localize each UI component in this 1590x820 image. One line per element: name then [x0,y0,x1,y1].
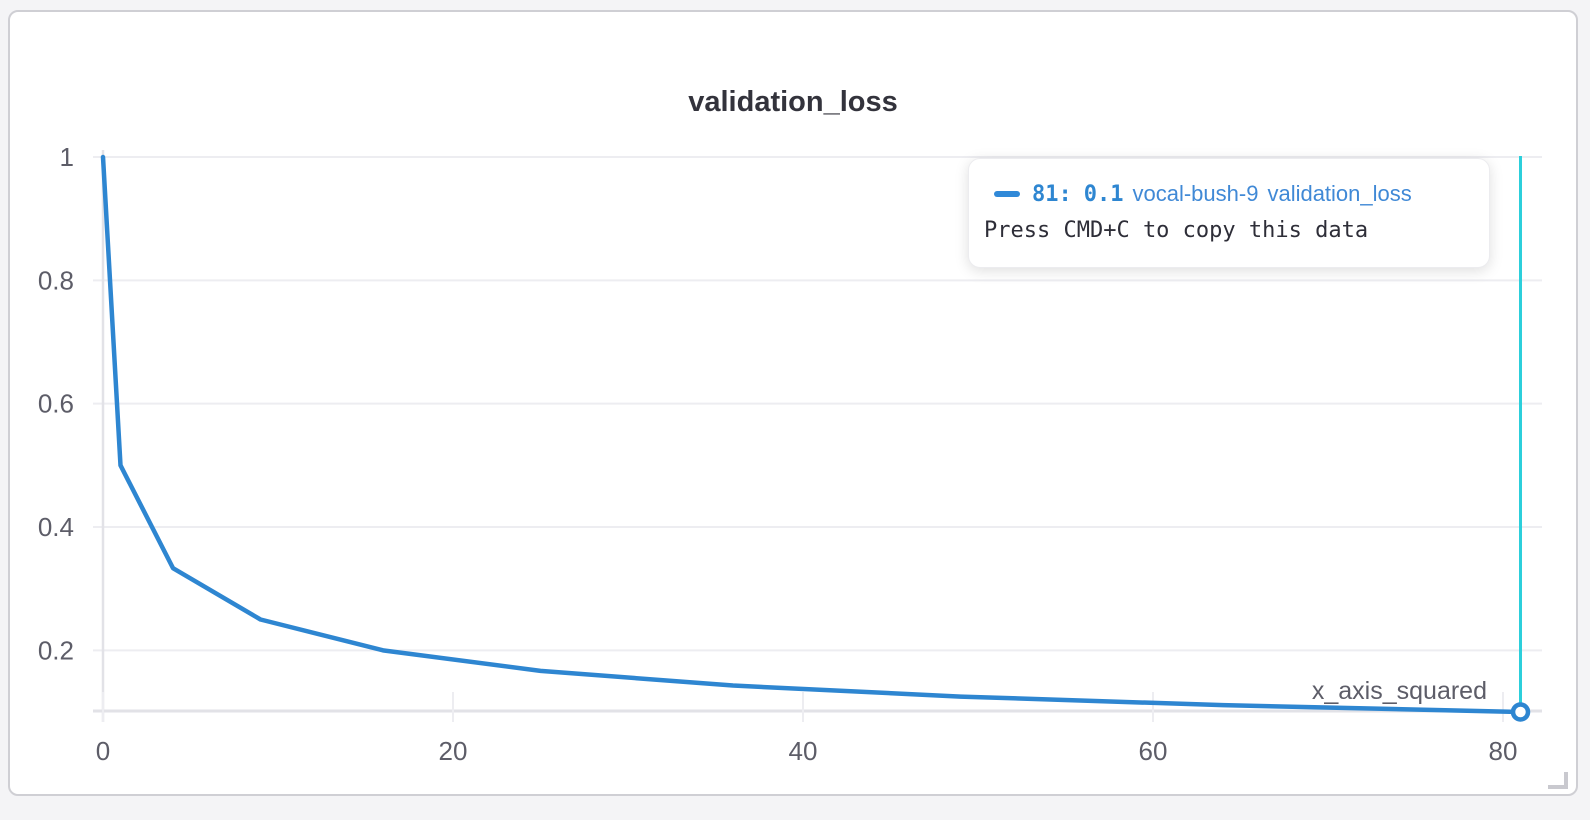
y-tick-label: 0.2 [38,635,74,665]
tooltip-series-row: 81: 0.1 vocal-bush-9 validation_loss [994,179,1469,209]
series-color-swatch [994,191,1020,197]
x-tick-label: 40 [789,736,818,766]
tooltip-copy-hint: Press CMD+C to copy this data [984,218,1369,243]
tooltip-x-value: 81: [1032,181,1072,207]
x-tick-label: 20 [439,736,468,766]
y-tick-label: 0.6 [38,389,74,419]
x-tick-label: 60 [1139,736,1168,766]
chart-title: validation_loss [688,86,898,118]
tooltip-y-value: 0.1 [1083,181,1124,207]
validation-loss-line [100,154,1523,715]
x-axis-label: x_axis_squared [1312,677,1487,705]
x-tick-label: 0 [96,736,110,766]
tooltip-run-name: vocal-bush-9 [1132,181,1259,206]
panel-resize-handle-icon[interactable] [1548,772,1568,789]
x-tick-label: 80 [1489,736,1518,766]
tooltip-metric-name: validation_loss [1267,181,1412,206]
chart-tooltip: 81: 0.1 vocal-bush-9 validation_loss Pre… [968,158,1490,268]
highlighted-point-marker[interactable] [1510,702,1531,722]
y-tick-label: 1 [60,142,74,172]
y-tick-label: 0.4 [38,512,74,542]
y-tick-label: 0.8 [38,265,74,295]
